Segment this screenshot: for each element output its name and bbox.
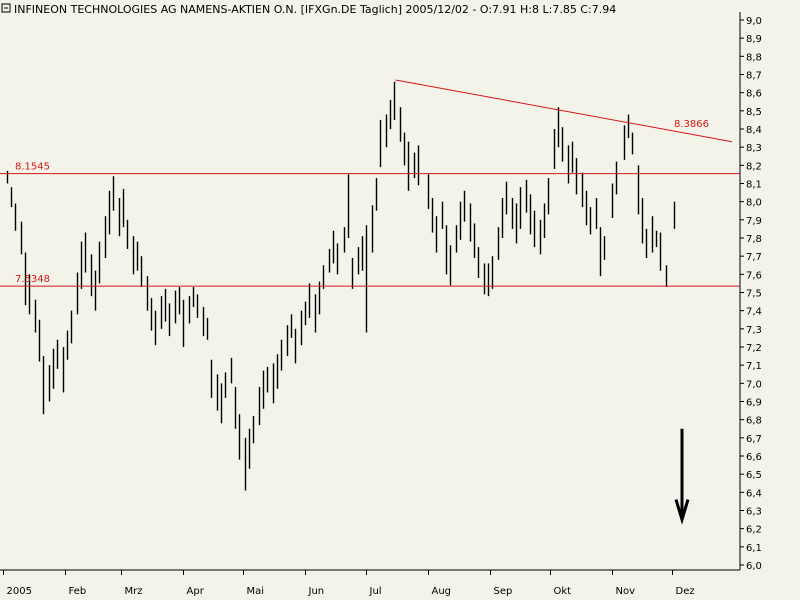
y-tick-label: 8,9: [746, 34, 762, 45]
y-tick-label: 6,9: [746, 398, 762, 409]
x-tick-label: Jun: [308, 586, 325, 597]
x-tick-label: Apr: [187, 586, 205, 597]
down-arrow-icon: [674, 428, 690, 525]
arrow-head: [674, 499, 690, 525]
y-tick-label: 7,5: [746, 289, 762, 300]
x-tick-label: Nov: [616, 586, 636, 597]
chart-header: INFINEON TECHNOLOGIES AG NAMENS-AKTIEN O…: [1, 3, 616, 16]
y-tick-label: 6,8: [746, 416, 762, 427]
level-label: 8.1545: [15, 162, 50, 173]
y-tick-label: 8,7: [746, 71, 762, 82]
x-tick-label: Mai: [247, 586, 265, 597]
trendline-group: 8.3866: [395, 79, 733, 143]
y-axis: 9,0 8,9 8,8 8,7 8,6 8,5 8,4 8,3 8,2 8,1 8,0 7,9 7,8 7…: [740, 16, 762, 572]
y-tick-label: 7,3: [746, 325, 762, 336]
series-marker-icon: [1, 3, 11, 13]
y-tick-label: 6,6: [746, 452, 762, 463]
x-tick-label: Mrz: [125, 586, 143, 597]
x-tick-label: Feb: [69, 586, 87, 597]
y-tick-label: 6,2: [746, 525, 762, 536]
y-tick-label: 6,4: [746, 488, 762, 499]
y-tick-label: 8,6: [746, 89, 762, 100]
plot-area: [0, 12, 741, 571]
y-tick-label: 6,0: [746, 561, 762, 572]
y-tick-label: 8,3: [746, 143, 762, 154]
y-tick-label: 7,2: [746, 343, 762, 354]
trendline-label: 8.3866: [674, 119, 709, 130]
y-tick-label: 8,5: [746, 107, 762, 118]
y-tick-label: 7,9: [746, 216, 762, 227]
x-tick-label: Jul: [369, 586, 382, 597]
y-tick-label: 8,1: [746, 180, 762, 191]
y-tick-label: 8,8: [746, 52, 762, 63]
x-tick-label: Aug: [432, 586, 452, 597]
y-tick-label: 7,4: [746, 307, 762, 318]
y-tick-label: 8,0: [746, 198, 762, 209]
y-tick-label: 8,2: [746, 161, 762, 172]
y-tick-label: 6,5: [746, 470, 762, 481]
x-axis: 2005 Feb Mrz Apr Mai Jun Jul Aug Sep Okt Nov Dez: [3, 570, 695, 597]
y-tick-label: 7,6: [746, 270, 762, 281]
y-tick-label: 8,4: [746, 125, 762, 136]
x-tick-label: Dez: [676, 586, 695, 597]
y-tick-label: 9,0: [746, 16, 762, 27]
x-tick-label: Okt: [554, 586, 572, 597]
y-tick-label: 6,7: [746, 434, 762, 445]
resistance-trendline: [395, 79, 733, 143]
level-label: 7.5348: [15, 274, 50, 285]
level-lines: 8.1545 7.5348: [0, 162, 740, 287]
y-tick-label: 6,1: [746, 543, 762, 554]
y-tick-label: 7,0: [746, 379, 762, 390]
y-tick-label: 6,3: [746, 507, 762, 518]
y-tick-label: 7,7: [746, 252, 762, 263]
x-tick-label: Sep: [494, 586, 513, 597]
y-tick-label: 7,1: [746, 361, 762, 372]
x-tick-label: 2005: [7, 586, 32, 597]
chart-title: INFINEON TECHNOLOGIES AG NAMENS-AKTIEN O…: [14, 3, 616, 16]
y-tick-label: 7,8: [746, 234, 762, 245]
